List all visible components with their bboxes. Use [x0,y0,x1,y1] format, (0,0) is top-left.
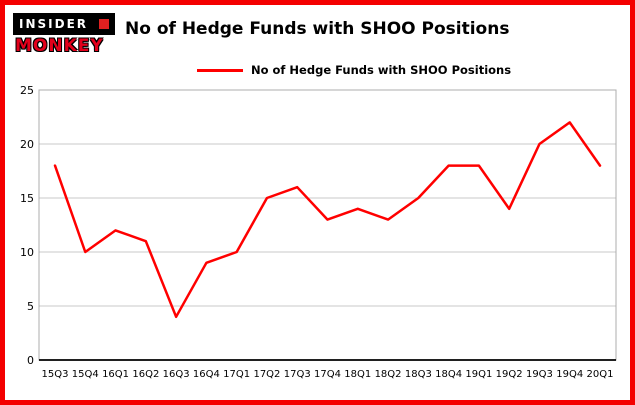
legend: No of Hedge Funds with SHOO Positions [197,62,626,78]
x-tick-label: 17Q1 [223,369,250,380]
x-tick-label: 19Q4 [556,369,583,380]
insider-monkey-logo: INSIDER MONKEY [13,13,115,56]
x-tick-label: 18Q2 [375,369,402,380]
x-tick-label: 19Q2 [496,369,523,380]
y-tick-label: 25 [20,84,34,97]
x-tick-label: 17Q3 [284,369,311,380]
x-tick-label: 19Q3 [526,369,553,380]
x-tick-label: 18Q3 [405,369,432,380]
y-tick-label: 15 [20,192,34,205]
x-tick-label: 15Q3 [42,369,69,380]
logo-insider-text: INSIDER [19,17,89,31]
x-tick-label: 15Q4 [72,369,99,380]
logo-insider-bar: INSIDER [13,13,115,35]
series-line [53,121,602,319]
x-tick-label: 16Q3 [163,369,190,380]
logo-monkey-text: MONKEY [15,36,104,56]
legend-label: No of Hedge Funds with SHOO Positions [251,63,512,77]
legend-swatch [197,68,243,72]
x-tick-label: 17Q4 [314,369,341,380]
chart-area: 0 5 10 15 20 25 15Q3 15Q4 16Q1 16Q2 16Q3 16Q4 17Q1 17… [9,84,626,390]
y-tick-label: 0 [27,354,34,367]
plot-border [38,89,617,361]
x-tick-label: 16Q1 [102,369,129,380]
logo-monkey-icon [99,19,109,29]
x-tick-label: 18Q4 [435,369,462,380]
y-tick-label: 20 [20,138,34,151]
y-tick-label: 5 [27,300,34,313]
x-tick-label: 18Q1 [344,369,371,380]
chart-title: No of Hedge Funds with SHOO Positions [125,19,510,39]
header: INSIDER MONKEY No of Hedge Funds with SH… [9,11,626,56]
x-tick-label: 16Q4 [193,369,220,380]
x-tick-label: 19Q1 [465,369,492,380]
x-tick-label: 20Q1 [587,369,614,380]
x-tick-label: 16Q2 [132,369,159,380]
x-tick-label: 17Q2 [253,369,280,380]
y-tick-label: 10 [20,246,34,259]
